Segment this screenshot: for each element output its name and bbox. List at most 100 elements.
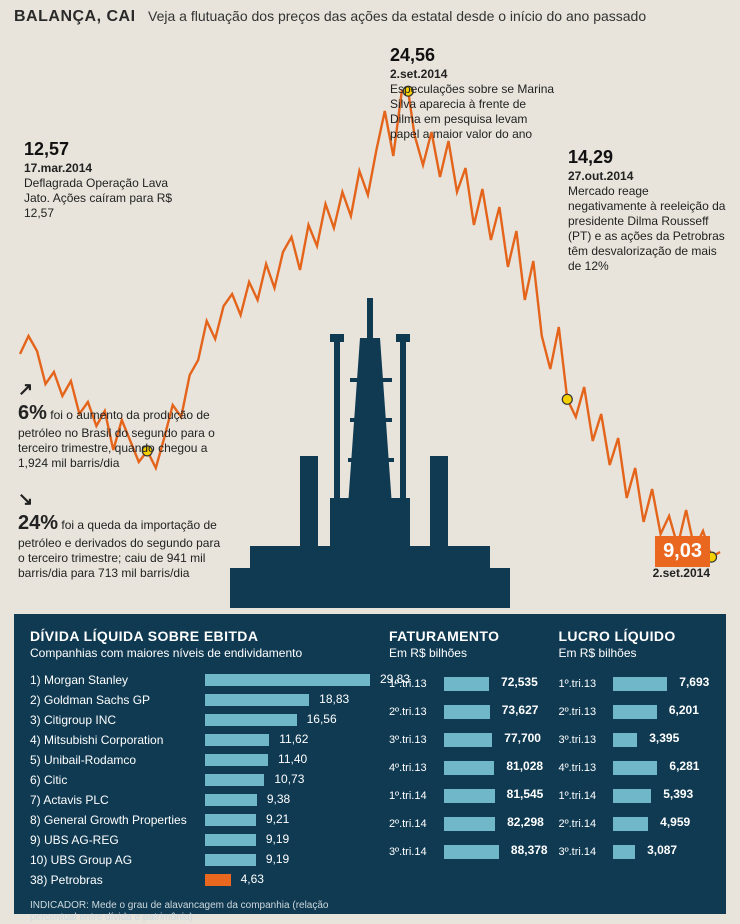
quarter-value: 4,959	[654, 815, 690, 829]
debt-value: 29,83	[376, 672, 410, 686]
quarter-value: 72,535	[495, 675, 538, 689]
debt-title: DÍVIDA LÍQUIDA SOBRE EBITDA	[30, 628, 371, 644]
final-value-badge: 9,03	[655, 536, 710, 567]
debt-row: 7) Actavis PLC9,38	[30, 790, 371, 810]
quarter-bar	[613, 845, 635, 859]
profit-unit: Em R$ bilhões	[558, 646, 710, 660]
quarter-value: 6,281	[663, 759, 699, 773]
quarter-value: 3,087	[641, 843, 677, 857]
debt-bar	[205, 774, 264, 786]
debt-row: 3) Citigroup INC 16,56	[30, 710, 371, 730]
debt-row: 10) UBS Group AG 9,19	[30, 850, 371, 870]
debt-bar	[205, 734, 269, 746]
quarter-row: 1º.tri.1481,545	[389, 782, 541, 810]
quarter-label: 3º.tri.13	[558, 734, 613, 746]
quarter-value: 73,627	[496, 703, 539, 717]
debt-rows: 1) Morgan Stanley29,832) Goldman Sachs G…	[30, 670, 371, 890]
quarter-label: 4º.tri.13	[389, 762, 444, 774]
annotation-reeleicao: 14,29 27.out.2014 Mercado reage negativa…	[568, 146, 728, 274]
quarter-row: 3º.tri.1488,378	[389, 838, 541, 866]
quarter-label: 2º.tri.13	[558, 706, 613, 718]
quarter-bar	[444, 789, 495, 803]
quarter-row: 3º.tri.1377,700	[389, 726, 541, 754]
stock-chart: 12,57 17.mar.2014 Deflagrada Operação La…	[0, 38, 740, 608]
bottom-panel: DÍVIDA LÍQUIDA SOBRE EBITDA Companhias c…	[14, 614, 726, 914]
quarter-value: 3,395	[643, 731, 679, 745]
quarter-bar	[613, 705, 656, 719]
annotation-lava-jato: 12,57 17.mar.2014 Deflagrada Operação La…	[24, 138, 194, 221]
quarter-bar	[444, 705, 490, 719]
revenue-column: FATURAMENTO Em R$ bilhões 1º.tri.1372,53…	[389, 628, 541, 924]
debt-bar	[205, 794, 257, 806]
debt-label: 3) Citigroup INC	[30, 713, 205, 727]
quarter-bar	[613, 817, 648, 831]
debt-label: 8) General Growth Properties	[30, 813, 205, 827]
quarter-bar	[444, 761, 494, 775]
debt-bar	[205, 834, 256, 846]
stat-imports: ↘ 24% foi a queda da importação de petró…	[18, 488, 228, 581]
debt-value: 11,40	[274, 752, 307, 766]
quarter-value: 5,393	[657, 787, 693, 801]
quarter-label: 3º.tri.14	[389, 846, 444, 858]
quarter-row: 2º.tri.14 4,959	[558, 810, 710, 838]
debt-bar	[205, 814, 256, 826]
quarter-row: 1º.tri.14 5,393	[558, 782, 710, 810]
quarter-value: 6,201	[663, 703, 699, 717]
debt-column: DÍVIDA LÍQUIDA SOBRE EBITDA Companhias c…	[30, 628, 371, 924]
debt-row: 2) Goldman Sachs GP 18,83	[30, 690, 371, 710]
revenue-title: FATURAMENTO	[389, 628, 541, 644]
annotation-marina: 24,56 2.set.2014 Especulações sobre se M…	[390, 44, 560, 142]
debt-value: 9,19	[262, 852, 289, 866]
debt-row: 5) Unibail-Rodamco11,40	[30, 750, 371, 770]
debt-row: 38) Petrobras 4,63	[30, 870, 371, 890]
quarter-bar	[613, 789, 651, 803]
quarter-label: 1º.tri.14	[558, 790, 613, 802]
stat-production: ↗ 6% foi o aumento da produção de petról…	[18, 378, 228, 471]
quarter-label: 2º.tri.14	[389, 818, 444, 830]
profit-title: LUCRO LÍQUIDO	[558, 628, 710, 644]
revenue-rows: 1º.tri.1372,5352º.tri.1373,6273º.tri.137…	[389, 670, 541, 866]
quarter-row: 2º.tri.13 6,201	[558, 698, 710, 726]
debt-value: 10,73	[270, 772, 304, 786]
quarter-row: 2º.tri.13 73,627	[389, 698, 541, 726]
debt-bar	[205, 694, 309, 706]
debt-label: 10) UBS Group AG	[30, 853, 205, 867]
debt-value: 9,21	[262, 812, 289, 826]
quarter-row: 4º.tri.13 6,281	[558, 754, 710, 782]
debt-label: 38) Petrobras	[30, 873, 205, 887]
debt-bar	[205, 674, 370, 686]
debt-value: 11,62	[275, 732, 308, 746]
quarter-label: 4º.tri.13	[558, 762, 613, 774]
quarter-value: 88,378	[505, 843, 548, 857]
debt-label: 4) Mitsubishi Corporation	[30, 733, 205, 747]
quarter-bar	[613, 733, 637, 747]
debt-label: 2) Goldman Sachs GP	[30, 693, 205, 707]
debt-value: 4,63	[237, 872, 264, 886]
quarter-row: 4º.tri.1381,028	[389, 754, 541, 782]
debt-indicator: INDICADOR: Mede o grau de alavancagem da…	[30, 900, 371, 924]
subtitle: Veja a flutuação dos preços das ações da…	[148, 8, 646, 24]
kicker: BALANÇA, CAI	[14, 8, 136, 25]
chart-marker	[562, 394, 572, 404]
debt-value: 18,83	[315, 692, 349, 706]
debt-bar	[205, 874, 231, 886]
quarter-value: 82,298	[501, 815, 544, 829]
quarter-row: 1º.tri.137,693	[558, 670, 710, 698]
debt-row: 9) UBS AG-REG9,19	[30, 830, 371, 850]
quarter-bar	[444, 845, 499, 859]
infographic-page: BALANÇA, CAI Veja a flutuação dos preços…	[0, 0, 740, 923]
debt-value: 16,56	[303, 712, 337, 726]
quarter-bar	[444, 677, 489, 691]
quarter-row: 2º.tri.14 82,298	[389, 810, 541, 838]
quarter-bar	[444, 733, 492, 747]
quarter-bar	[444, 817, 495, 831]
quarter-label: 2º.tri.13	[389, 706, 444, 718]
quarter-label: 3º.tri.13	[389, 734, 444, 746]
debt-row: 4) Mitsubishi Corporation 11,62	[30, 730, 371, 750]
debt-label: 7) Actavis PLC	[30, 793, 205, 807]
debt-bar	[205, 714, 297, 726]
debt-label: 9) UBS AG-REG	[30, 833, 205, 847]
final-date: 2.set.2014	[653, 566, 710, 580]
quarter-label: 2º.tri.14	[558, 818, 613, 830]
oil-rig-icon	[230, 298, 510, 608]
